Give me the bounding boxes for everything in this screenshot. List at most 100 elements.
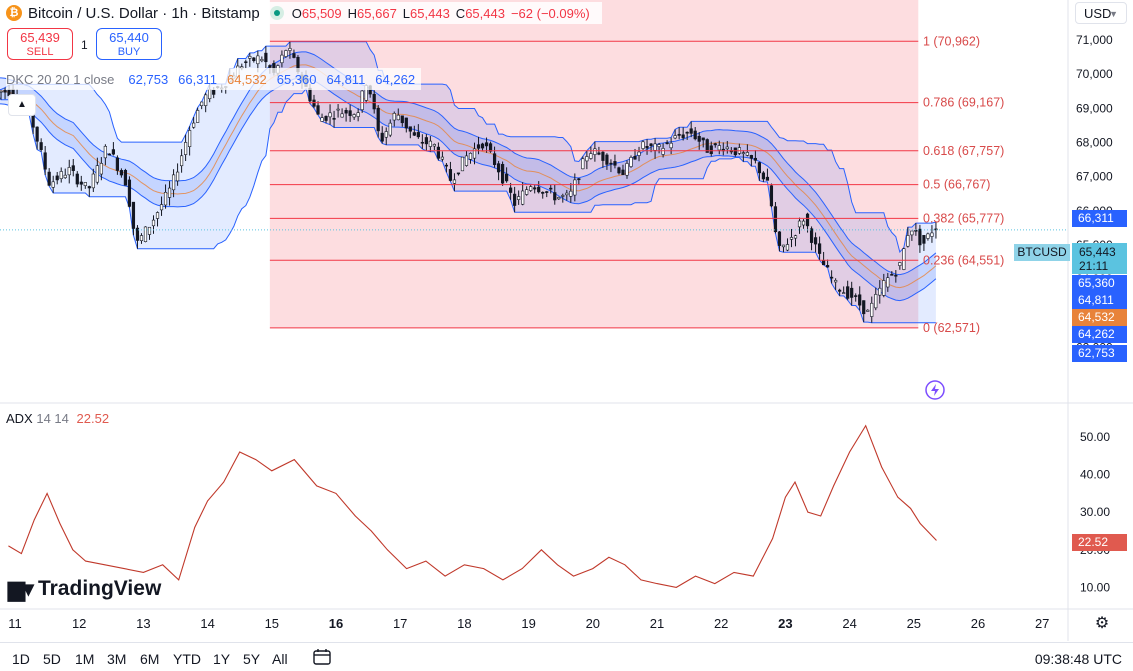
candle-body [340, 113, 344, 118]
candle-body [850, 287, 854, 298]
fib-level-label: 0 (62,571) [923, 321, 980, 335]
range-6m[interactable]: 6M [140, 651, 160, 667]
candle-body [541, 191, 545, 194]
range-5d[interactable]: 5D [43, 651, 61, 667]
candle-body [147, 226, 152, 235]
currency-select[interactable]: USD ▼ [1075, 2, 1127, 24]
adx-point [255, 459, 257, 460]
currency-label: USD [1084, 6, 1112, 21]
adx-point [194, 526, 196, 528]
candle-body [633, 156, 637, 160]
candle-body [910, 230, 914, 236]
candle-body [797, 220, 802, 228]
range-all[interactable]: All [272, 651, 288, 667]
candle-body [500, 164, 505, 184]
candle-body [545, 191, 549, 193]
candle-body [39, 142, 43, 150]
order-quantity[interactable]: 1 [81, 38, 88, 52]
settings-gear-icon[interactable]: ⚙ [1094, 615, 1110, 632]
collapse-legend-button[interactable]: ▲ [8, 94, 36, 116]
time-tick-label: 22 [714, 616, 728, 631]
candle-body [163, 192, 168, 206]
fib-level-label: 0.236 (64,551) [923, 253, 1004, 267]
adx-legend[interactable]: ADX 14 14 22.52 [6, 411, 109, 426]
candle-body [384, 131, 388, 138]
price-tick-label: 70,000 [1076, 67, 1113, 81]
candle-body [842, 292, 846, 294]
candle-body [107, 153, 111, 156]
buy-price: 65,440 [109, 30, 149, 45]
candle-body [360, 90, 364, 111]
tradingview-logo[interactable]: ▆▾ TradingView [8, 576, 161, 602]
candle-body [179, 155, 184, 167]
adx-point [72, 549, 74, 551]
range-ytd[interactable]: YTD [173, 651, 201, 667]
adx-point [293, 459, 295, 460]
range-5y[interactable]: 5Y [243, 651, 261, 667]
candle-body [641, 141, 645, 149]
adx-series-line [8, 424, 937, 588]
candle-body [757, 162, 761, 174]
utc-clock[interactable]: 09:38:48 UTC [1034, 651, 1122, 667]
candle-body [476, 144, 481, 149]
range-1d[interactable]: 1D [12, 651, 30, 667]
date-range-calendar-icon[interactable] [313, 649, 331, 665]
candle-body [131, 201, 136, 229]
candle-body [533, 187, 537, 190]
adx-tick-label: 40.00 [1080, 468, 1110, 482]
candle-body [468, 152, 473, 160]
candle-body [400, 115, 404, 124]
time-tick-label: 19 [521, 616, 535, 631]
donchian-channel-fill [0, 41, 936, 323]
donchian-upper-band [0, 41, 937, 254]
fib-level-label: 0.618 (67,757) [923, 144, 1004, 158]
time-tick-label: 21 [650, 616, 664, 631]
adx-point [849, 451, 850, 453]
sell-price: 65,439 [20, 30, 60, 45]
candle-body [175, 171, 180, 182]
candle-body [661, 148, 665, 155]
range-1y[interactable]: 1Y [213, 651, 231, 667]
candle-body [713, 143, 717, 146]
adx-point [464, 564, 465, 566]
fib-retracement-zone [269, 0, 919, 328]
buy-button[interactable]: 65,440 BUY [96, 28, 162, 60]
candle-body [127, 179, 132, 207]
bitcoin-icon: ₿ [6, 5, 22, 21]
symbol-header[interactable]: ₿ Bitcoin / U.S. Dollar · 1h · Bitstamp … [6, 2, 602, 24]
adx-point [807, 511, 809, 513]
dkc-indicator-legend[interactable]: DKC 20 20 1 close 62,753 66,311 64,532 6… [6, 68, 422, 90]
candle-body [553, 192, 557, 201]
candle-body [416, 132, 420, 138]
candle-body [733, 147, 737, 156]
candle-body [537, 186, 541, 193]
price-label-64262: 64,262 [1072, 326, 1127, 343]
candle-body [284, 50, 288, 57]
symbol-price-tag: BTCUSD [1014, 244, 1070, 261]
adx-point [794, 481, 796, 483]
candle-body [292, 53, 296, 58]
candle-body [43, 152, 47, 170]
indicator-value-5: 64,811 [326, 71, 366, 87]
candle-body [781, 244, 786, 248]
candle-body [653, 143, 657, 151]
candle-body [95, 165, 99, 183]
candle-body [749, 155, 753, 159]
candle-body [685, 131, 689, 134]
candle-body [316, 105, 320, 115]
candle-body [380, 132, 384, 142]
range-3m[interactable]: 3M [107, 651, 127, 667]
indicator-value-6: 64,262 [375, 71, 416, 87]
symbol-title[interactable]: Bitcoin / U.S. Dollar · 1h · Bitstamp [28, 4, 260, 22]
range-1m[interactable]: 1M [75, 651, 95, 667]
candle-body [529, 186, 533, 191]
candle-body [376, 107, 380, 132]
candle-body [484, 142, 489, 147]
sell-button[interactable]: 65,439 SELL [7, 28, 73, 60]
candle-body [408, 126, 412, 132]
time-tick-label: 26 [971, 616, 985, 631]
adx-point [785, 496, 786, 498]
candle-body [882, 280, 886, 296]
adx-tick-label: 50.00 [1080, 430, 1110, 444]
